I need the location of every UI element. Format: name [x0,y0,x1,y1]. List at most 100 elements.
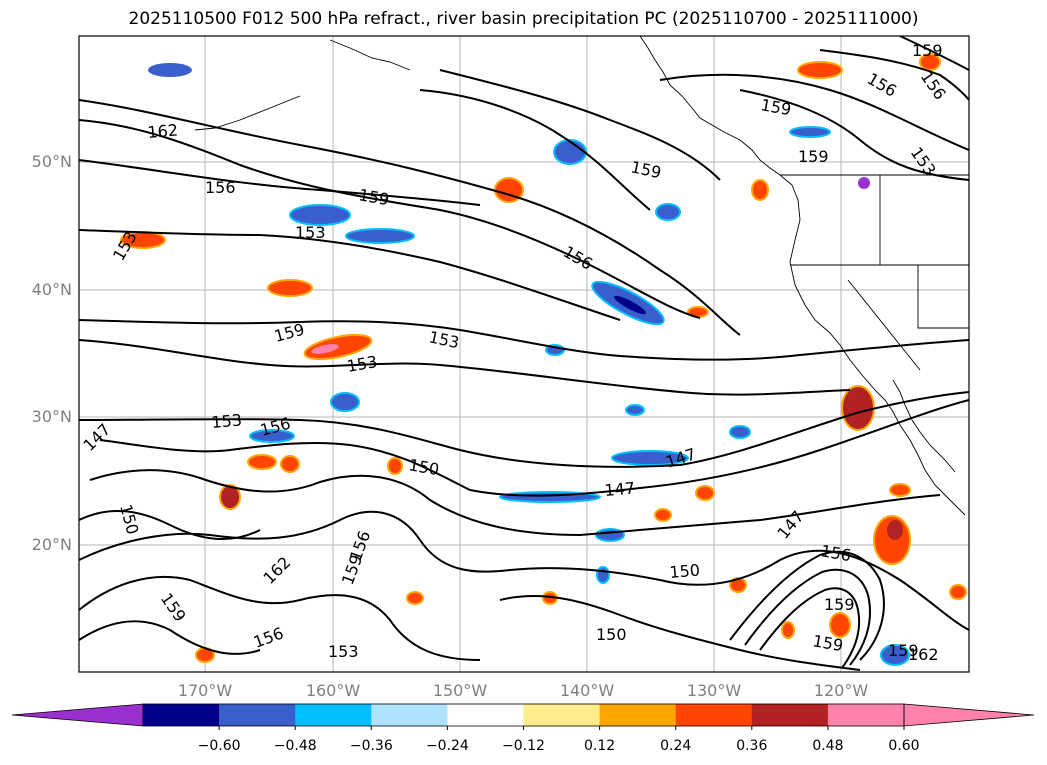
aleutian-islands [194,95,301,131]
contour-line [819,49,970,101]
colorbar-extend-high [903,703,1035,727]
precip-patch [781,621,795,639]
precip-patch [330,392,360,412]
contour-line [99,399,970,497]
contour-line [78,119,701,319]
lon-label: 120°W [813,681,869,700]
colorbar-tick-label: 0.12 [584,738,615,754]
lat-label: 40°N [31,280,72,299]
precip-patch [387,457,403,475]
precip-patch [729,425,751,439]
lon-label: 170°W [177,681,233,700]
colorbar-segment [143,704,220,726]
precip-patch [919,53,941,71]
colorbar-segment [447,704,524,726]
contour-line [78,510,970,631]
contour-label: 156 [205,178,236,197]
lon-label: 150°W [432,681,488,700]
contour-line [439,69,721,181]
lat-label: 50°N [31,152,72,171]
precip-patch [789,126,831,138]
precip-patch [249,429,295,443]
alaska-bc-coast [639,35,781,176]
contour-label: 159 [912,41,943,60]
precip-patch [655,203,681,221]
contour-line [78,99,741,336]
colorbar-segment [295,704,372,726]
colorbar-extend-low [11,703,144,727]
precip-patch [280,455,300,473]
contour-label: 162 [908,645,939,664]
contour-label: 153 [295,223,326,242]
colorbar-segment [371,704,448,726]
coastlines [194,35,969,516]
lat-label: 20°N [31,535,72,554]
precip-patch [858,177,870,189]
colorbar-tick-label: 0.36 [736,738,767,754]
precip-patch [219,484,241,510]
contour-line [78,159,481,206]
precip-patch [797,61,843,79]
contour-label: 159 [888,641,919,660]
precip-positive-patches [120,53,967,663]
precip-patch [613,295,647,315]
contour-line [759,587,861,669]
contour-label: 159 [798,147,829,166]
contour-label: 150 [596,625,627,644]
precip-patch [949,584,967,600]
lon-label: 140°W [559,681,615,700]
colorbar-tick-label: −0.48 [274,738,317,754]
precip-negative-patches [148,63,910,666]
contour-label: 147 [604,478,636,500]
colorbar-segment [219,704,296,726]
contour-line [78,509,261,541]
contour-line [78,620,261,655]
precip-patch [148,63,192,77]
precip-patch [841,385,875,431]
colorbar-segment [523,704,601,726]
colorbar-tick-label: 0.60 [888,738,919,754]
contour-label: 159 [824,595,855,614]
contour-label: 153 [328,642,359,661]
precip-patch [654,508,672,522]
aleutian-coast [329,39,411,71]
precip-patch [829,612,851,638]
contour-line [659,73,970,151]
precip-patch [751,179,769,201]
precip-patch [289,204,351,226]
map-area [79,36,969,672]
state-border [917,265,969,329]
precip-patch [247,454,277,470]
contour-line [78,339,851,396]
precip-patch [596,566,610,584]
precip-patch [625,404,645,416]
contour-line [78,575,481,661]
contour-line [419,89,651,211]
contour-line [78,391,970,468]
precip-patch [311,344,339,354]
map-frame [78,35,970,673]
precip-patch [406,591,424,605]
contour-line [729,550,885,661]
baja-coast [892,379,956,473]
contour-label: 153 [211,410,243,432]
lon-label: 130°W [686,681,742,700]
colorbar-segment [599,704,677,726]
precip-patch [695,485,715,501]
precip-patch [880,644,910,666]
precip-patch [345,228,415,244]
contour-line [899,35,970,71]
contour-line [739,89,970,181]
colorbar-tick-label: 0.48 [812,738,843,754]
contour-label: 162 [147,120,179,142]
map-title: 2025110500 F012 500 hPa refract., river … [128,9,919,29]
colorbar-segment [675,704,753,726]
colorbar-tick-label: −0.60 [198,738,241,754]
precip-patch [889,483,911,497]
colorbar: −0.60 −0.48 −0.36 −0.24 −0.12 0.12 0.24 0.36 0.4… [11,703,1035,754]
refractivity-contours [78,35,970,671]
graticule [79,36,969,672]
lat-label: 30°N [31,407,72,426]
